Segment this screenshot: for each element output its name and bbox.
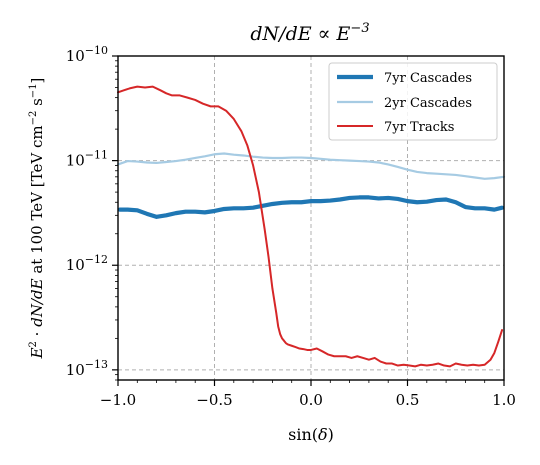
- legend-box: [328, 62, 498, 141]
- y-tick-label: 10−11: [66, 149, 108, 170]
- series-line-7yr-tracks: [117, 85, 504, 368]
- series-line-7yr-cascades: [117, 195, 505, 219]
- chart-title: dN/dE ∝ E−3: [250, 21, 369, 45]
- x-tick-label: −1.0: [100, 391, 136, 409]
- y-axis-label: E2 · dN/dE at 100 TeV [TeV cm−2 s−1]: [28, 78, 46, 360]
- series-layer: [116, 85, 506, 368]
- x-axis-label: sin(δ): [288, 425, 334, 444]
- legend-label-2yr-cascades: 2yr Cascades: [384, 96, 472, 111]
- y-tick-label: 10−12: [66, 253, 108, 274]
- x-tick-label: 1.0: [492, 391, 516, 409]
- series-line-2yr-cascades: [116, 152, 506, 180]
- x-tick-label: 0.0: [299, 391, 323, 409]
- legend-label-7yr-cascades: 7yr Cascades: [384, 71, 472, 86]
- x-tick-label: 0.5: [396, 391, 420, 409]
- y-tick-label: 10−13: [66, 358, 108, 379]
- legend-label-7yr-tracks: 7yr Tracks: [384, 120, 454, 135]
- y-tick-label: 10−10: [66, 44, 108, 65]
- x-tick-label: −0.5: [196, 391, 232, 409]
- axis-ticks: −1.0 −0.5 0.0 0.5 1.0 10−13 10−12 10−11 10−10: [66, 44, 516, 409]
- legend: 7yr Cascades 2yr Cascades 7yr Tracks: [328, 62, 498, 141]
